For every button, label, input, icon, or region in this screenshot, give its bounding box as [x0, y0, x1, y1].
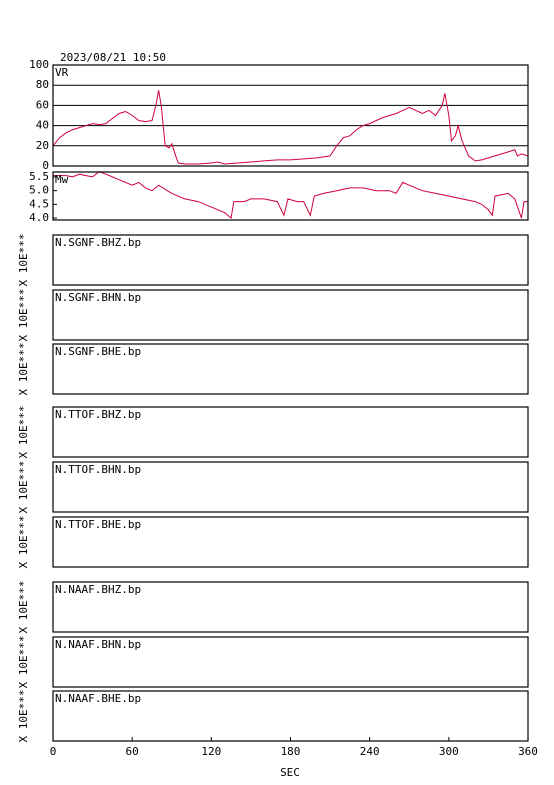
y-tick-label: 4.5	[29, 197, 49, 210]
panel-label: N.NAAF.BHN.bp	[55, 638, 141, 651]
panel-label: N.SGNF.BHN.bp	[55, 291, 141, 304]
waveform-panel	[52, 461, 529, 513]
waveform-panel	[52, 636, 529, 688]
panel-y-label: X 10E***	[17, 289, 30, 342]
timestamp-title: 2023/08/21 10:50	[60, 51, 166, 64]
panel-label: N.SGNF.BHE.bp	[55, 345, 141, 358]
x-tick-label: 300	[439, 745, 459, 758]
plot-frame	[52, 64, 529, 167]
y-tick-label: 5.5	[29, 170, 49, 183]
panel-y-label: X 10E***	[17, 461, 30, 514]
panel-label: Mw	[55, 173, 69, 186]
panel-y-label: X 10E***	[17, 234, 30, 287]
x-tick-label: 240	[360, 745, 380, 758]
y-tick-label: 20	[36, 139, 49, 152]
panel-label: VR	[55, 66, 69, 79]
x-tick-label: 120	[201, 745, 221, 758]
x-tick-label: 360	[518, 745, 538, 758]
panel-y-label: X 10E***	[17, 690, 30, 743]
y-tick-label: 100	[29, 58, 49, 71]
plot-frame	[52, 171, 529, 221]
x-axis-label: SEC	[280, 766, 300, 779]
waveform-panel	[52, 581, 529, 633]
waveform-panel	[52, 406, 529, 458]
waveform-panel	[52, 234, 529, 286]
panel-label: N.SGNF.BHZ.bp	[55, 236, 141, 249]
waveform-panel	[52, 289, 529, 341]
panel-y-label: X 10E***	[17, 516, 30, 569]
x-tick-label: 180	[281, 745, 301, 758]
y-tick-label: 40	[36, 119, 49, 132]
panel-label: N.TTOF.BHZ.bp	[55, 408, 141, 421]
panel-y-label: X 10E***	[17, 581, 30, 634]
data-line	[53, 170, 528, 220]
y-tick-label: 0	[42, 159, 49, 172]
y-tick-label: 5.0	[29, 184, 49, 197]
y-tick-label: 60	[36, 98, 49, 111]
waveform-panel	[52, 343, 529, 395]
y-tick-label: 80	[36, 78, 49, 91]
panel-y-label: X 10E***	[17, 406, 30, 459]
panel-label: N.NAAF.BHE.bp	[55, 692, 141, 705]
panel-y-label: X 10E***	[17, 343, 30, 396]
waveform-panel	[52, 516, 529, 568]
x-tick-label: 0	[50, 745, 57, 758]
y-tick-label: 4.0	[29, 211, 49, 224]
panel-label: N.TTOF.BHN.bp	[55, 463, 141, 476]
x-tick-label: 60	[126, 745, 139, 758]
panel-label: N.NAAF.BHZ.bp	[55, 583, 141, 596]
data-line	[52, 90, 529, 165]
panel-y-label: X 10E***	[17, 636, 30, 689]
panel-label: N.TTOF.BHE.bp	[55, 518, 141, 531]
